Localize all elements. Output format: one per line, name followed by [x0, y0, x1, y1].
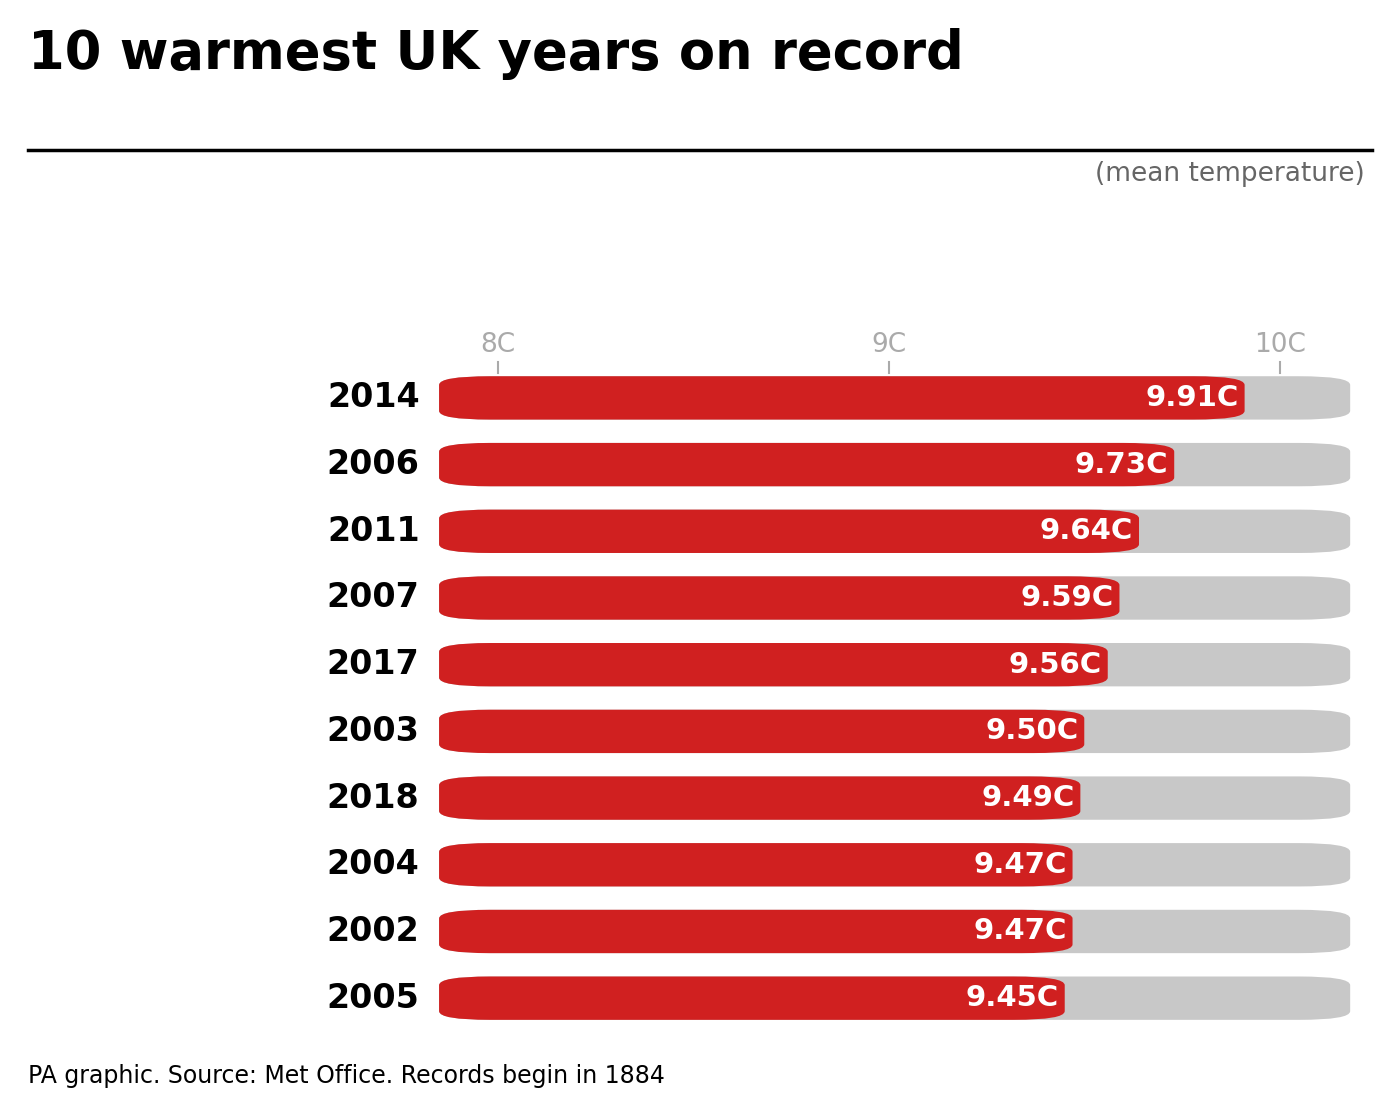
Text: 2003: 2003 — [326, 715, 420, 748]
FancyBboxPatch shape — [440, 910, 1350, 953]
Text: 9.49C: 9.49C — [981, 784, 1075, 812]
Text: 9.59C: 9.59C — [1021, 584, 1113, 612]
FancyBboxPatch shape — [440, 976, 1065, 1019]
Text: 2006: 2006 — [326, 448, 420, 481]
FancyBboxPatch shape — [440, 443, 1350, 486]
FancyBboxPatch shape — [440, 510, 1140, 553]
Text: 8C: 8C — [480, 332, 515, 358]
FancyBboxPatch shape — [440, 643, 1107, 686]
Text: PA graphic. Source: Met Office. Records begin in 1884: PA graphic. Source: Met Office. Records … — [28, 1064, 665, 1088]
Text: 9.64C: 9.64C — [1040, 517, 1133, 545]
Text: (mean temperature): (mean temperature) — [1095, 161, 1365, 186]
Text: 9.73C: 9.73C — [1075, 451, 1169, 479]
FancyBboxPatch shape — [440, 777, 1350, 820]
Text: 10 warmest UK years on record: 10 warmest UK years on record — [28, 28, 963, 80]
Text: 2007: 2007 — [326, 582, 420, 615]
Text: 10C: 10C — [1254, 332, 1306, 358]
FancyBboxPatch shape — [440, 443, 1175, 486]
Text: 9C: 9C — [871, 332, 906, 358]
Text: 2017: 2017 — [326, 648, 420, 681]
Text: 2018: 2018 — [326, 781, 420, 814]
FancyBboxPatch shape — [440, 377, 1350, 420]
FancyBboxPatch shape — [440, 777, 1081, 820]
Text: 2004: 2004 — [326, 849, 420, 881]
FancyBboxPatch shape — [440, 710, 1084, 753]
Text: 9.50C: 9.50C — [986, 717, 1078, 746]
Text: 9.47C: 9.47C — [973, 917, 1067, 945]
FancyBboxPatch shape — [440, 843, 1350, 886]
FancyBboxPatch shape — [440, 976, 1350, 1019]
FancyBboxPatch shape — [440, 910, 1072, 953]
FancyBboxPatch shape — [440, 643, 1350, 686]
Text: 9.47C: 9.47C — [973, 851, 1067, 879]
Text: 2011: 2011 — [326, 515, 420, 547]
FancyBboxPatch shape — [440, 377, 1245, 420]
FancyBboxPatch shape — [440, 576, 1350, 619]
Text: 9.91C: 9.91C — [1145, 383, 1239, 412]
FancyBboxPatch shape — [440, 843, 1072, 886]
FancyBboxPatch shape — [440, 576, 1120, 619]
Text: 9.56C: 9.56C — [1009, 650, 1102, 679]
FancyBboxPatch shape — [440, 510, 1350, 553]
Text: 2005: 2005 — [326, 982, 420, 1015]
Text: 2002: 2002 — [326, 915, 420, 948]
Text: 9.45C: 9.45C — [966, 984, 1058, 1013]
FancyBboxPatch shape — [440, 710, 1350, 753]
Text: 2014: 2014 — [326, 381, 420, 414]
